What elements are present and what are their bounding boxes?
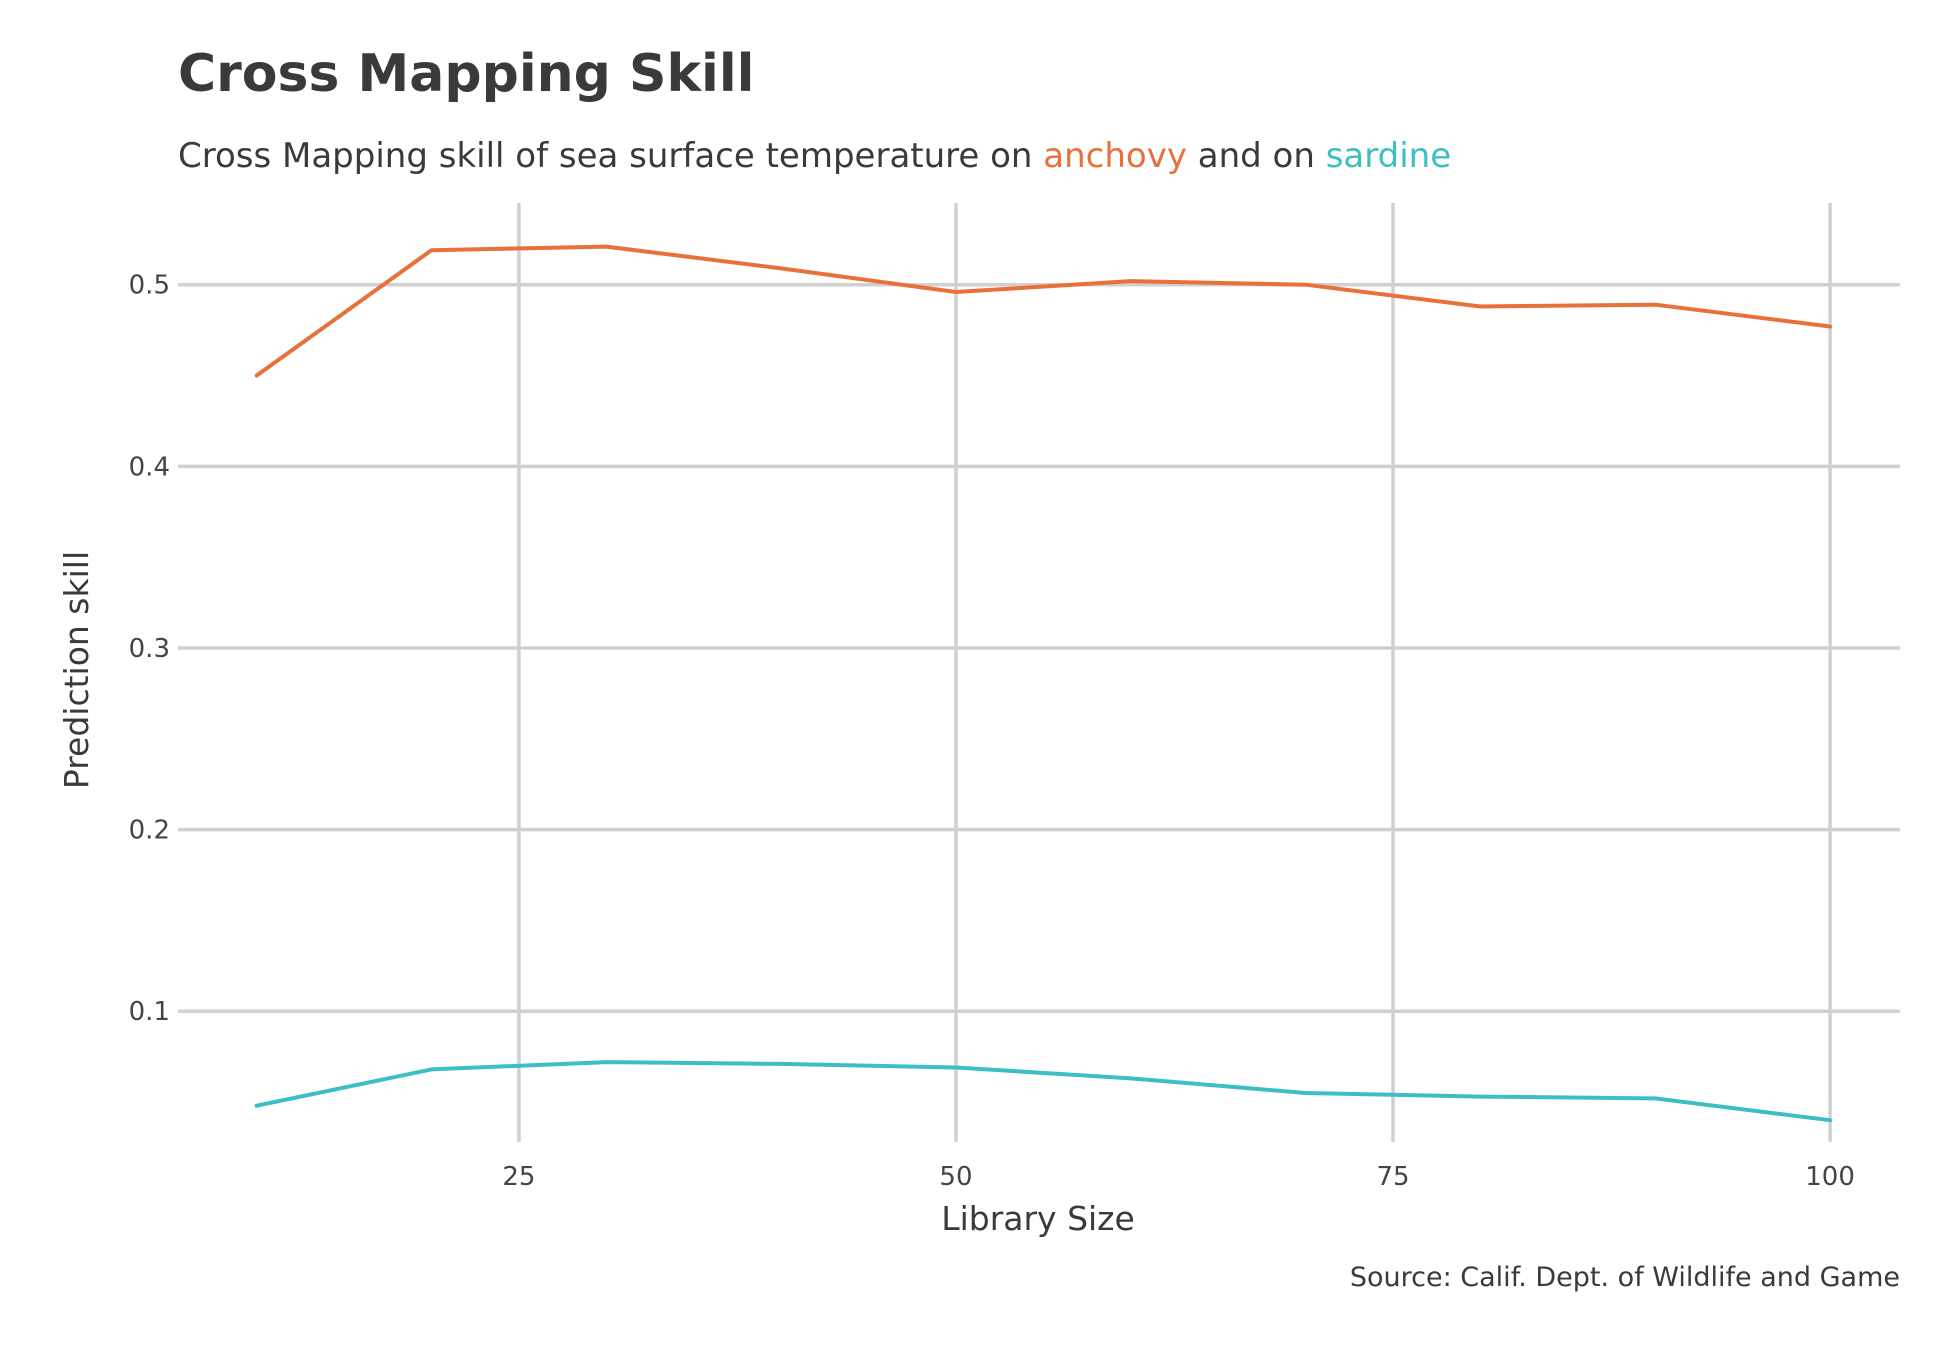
y-axis-title: Prediction skill [57,551,96,789]
x-tick-label: 75 [1376,1162,1409,1192]
y-tick-label: 0.4 [129,452,170,482]
source-caption: Source: Calif. Dept. of Wildlife and Gam… [1349,1262,1900,1293]
sardine-series-line [254,1060,1833,1123]
y-tick-label: 0.2 [129,816,170,846]
y-tick-label: 0.1 [129,997,170,1027]
tick-label-layer: 0.1 0.2 0.3 0.4 0.5 25 50 75 100 [129,271,1855,1192]
series-layer [254,244,1833,1123]
subtitle-sardine-highlight: sardine [1325,136,1452,176]
subtitle-prefix: Cross Mapping skill of sea surface tempe… [178,136,1044,176]
subtitle-anchovy-highlight: anchovy [1043,136,1187,176]
x-axis-title: Library Size [941,1199,1135,1238]
x-tick-label: 25 [502,1162,535,1192]
subtitle-middle: and on [1186,136,1326,176]
chart-subtitle: Cross Mapping skill of sea surface tempe… [178,136,1451,176]
y-tick-label: 0.3 [129,634,170,664]
x-tick-label: 50 [939,1162,972,1192]
grid-layer [178,203,1900,1142]
chart-title: Cross Mapping Skill [178,44,755,104]
x-tick-label: 100 [1805,1162,1855,1192]
y-tick-label: 0.5 [129,271,170,301]
anchovy-series-line [254,244,1833,378]
